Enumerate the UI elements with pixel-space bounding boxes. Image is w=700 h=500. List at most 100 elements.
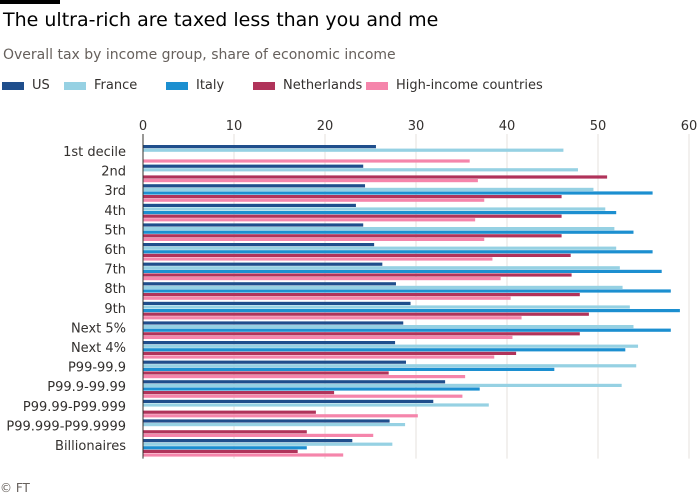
legend-label-italy: Italy [196,78,225,93]
bar-netherlands-2 [143,195,562,199]
bar-france-1 [143,168,578,172]
bar-italy-3 [143,211,617,215]
bar-france-4 [143,227,615,231]
bar-high-income-countries-11 [143,375,466,379]
legend-item-netherlands: Netherlands [253,78,362,93]
bar-high-income-countries-3 [143,218,476,222]
bar-us-4 [143,223,364,227]
legend-item-high-income: High-income countries [366,78,543,93]
bar-high-income-countries-0 [143,159,470,163]
category-label: 9th [104,302,126,317]
bar-france-9 [143,325,634,329]
bar-us-12 [143,380,446,384]
category-label: 3rd [104,184,126,199]
legend-swatch-us [2,81,24,90]
bar-high-income-countries-15 [143,453,344,457]
bar-us-6 [143,262,383,266]
bar-netherlands-12 [143,391,335,395]
bar-netherlands-3 [143,214,562,218]
x-tick-label-40: 40 [499,119,516,134]
bar-netherlands-14 [143,430,307,434]
bar-france-6 [143,266,620,270]
legend-label-netherlands: Netherlands [283,78,363,93]
x-tick-label-0: 0 [139,119,147,134]
bar-netherlands-6 [143,273,572,277]
bar-us-9 [143,321,404,325]
brand-bar [0,0,60,4]
legend-item-france: France [64,78,137,93]
bar-italy-9 [143,328,671,332]
category-label: Next 4% [71,341,126,356]
bar-france-8 [143,305,630,309]
category-label: P99-99.9 [68,361,126,376]
category-label: P99.9-99.99 [47,380,126,395]
bar-france-11 [143,364,637,368]
bar-high-income-countries-9 [143,335,513,339]
bar-high-income-countries-1 [143,179,478,183]
bar-france-5 [143,246,617,250]
bar-netherlands-11 [143,371,389,375]
category-label: 2nd [101,165,126,180]
bar-us-2 [143,184,366,188]
legend-item-us: US [2,78,50,93]
bar-chart: 0 10 20 30 40 50 60 1st decile 2nd 3rd 4th 5th 6th 7t… [6,119,698,459]
legend-swatch-france [64,81,86,90]
legend-item-italy: Italy [166,78,224,93]
bar-italy-8 [143,309,680,313]
legend-swatch-netherlands [253,81,275,90]
bar-netherlands-10 [143,351,517,355]
bar-italy-4 [143,230,634,234]
bar-us-14 [143,419,390,423]
legend-swatch-high-income [366,81,388,90]
bar-france-10 [143,344,639,348]
bar-high-income-countries-13 [143,414,418,418]
bar-high-income-countries-7 [143,296,511,300]
category-label: P99.999-P99.9999 [6,419,126,434]
x-tick-label-60: 60 [681,119,698,134]
bar-france-3 [143,207,606,211]
bar-us-3 [143,203,356,207]
bar-us-10 [143,341,396,345]
category-label: 6th [104,243,126,258]
bar-italy-7 [143,289,671,293]
bar-us-8 [143,301,411,305]
bar-italy-2 [143,191,653,195]
bar-netherlands-1 [143,175,608,179]
legend-label-france: France [94,78,138,93]
bar-italy-5 [143,250,653,254]
bar-france-13 [143,403,489,407]
x-tick-label-10: 10 [226,119,243,134]
bar-italy-12 [143,387,480,391]
bar-us-15 [143,439,353,443]
bar-high-income-countries-12 [143,394,463,398]
category-label: P99.99-P99.999 [23,400,126,415]
category-label: 7th [104,263,126,278]
legend-label-high-income: High-income countries [396,78,543,93]
chart-title: The ultra-rich are taxed less than you a… [3,9,439,31]
bar-high-income-countries-5 [143,257,493,261]
bar-italy-15 [143,446,307,450]
category-label: 4th [104,204,126,219]
bar-high-income-countries-8 [143,316,522,320]
bar-france-15 [143,442,393,446]
legend-label-us: US [32,78,50,93]
bar-us-1 [143,164,364,168]
source-note: © FT [0,481,30,495]
bar-us-13 [143,399,434,403]
bar-france-0 [143,148,564,152]
bar-us-11 [143,360,406,364]
bar-high-income-countries-14 [143,433,374,437]
bar-netherlands-7 [143,293,580,297]
category-label: Next 5% [71,321,126,336]
bar-high-income-countries-2 [143,198,485,202]
bar-high-income-countries-10 [143,355,495,359]
chart-subtitle: Overall tax by income group, share of ec… [3,47,396,63]
x-tick-label-50: 50 [590,119,607,134]
x-tick-label-20: 20 [317,119,334,134]
bar-italy-11 [143,367,555,371]
bar-netherlands-13 [143,410,316,414]
bar-france-14 [143,423,406,427]
bar-us-5 [143,243,375,247]
bar-high-income-countries-6 [143,277,501,281]
bar-netherlands-9 [143,332,580,336]
